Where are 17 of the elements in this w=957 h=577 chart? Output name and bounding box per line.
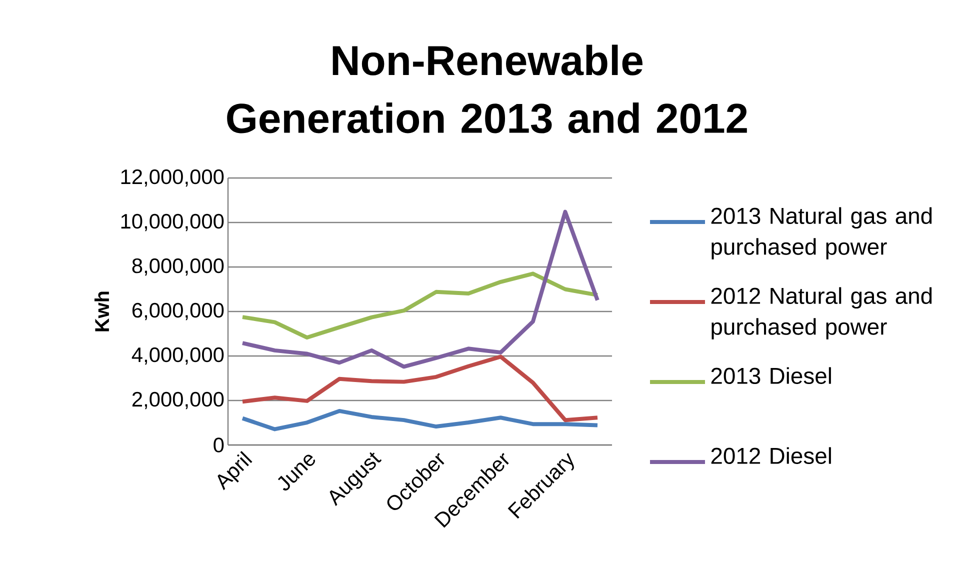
y-tick-label: 12,000,000 [121,169,224,187]
y-tick-label: 8,000,000 [132,258,224,276]
y-tick-label: 4,000,000 [132,347,224,365]
legend-label: 2013 Natural gas and purchased power [711,207,932,260]
legend-label: 2012 Diesel [711,447,831,464]
y-tick-label: 10,000,000 [121,214,224,232]
chart-title: Non-Renewable Generation 2013 and 2012 [227,44,747,134]
y-tick-label: 0 [214,438,224,452]
line-series [240,210,600,369]
y-tick-label: 6,000,000 [132,302,224,320]
legend-label: 2013 Diesel [711,367,831,384]
legend-label: 2012 Natural gas and purchased power [711,287,932,340]
y-tick-label: 2,000,000 [132,392,224,410]
line-series [240,354,600,422]
y-axis-title: Kwh [94,292,109,332]
line-series [240,408,600,432]
line-series [240,272,600,340]
